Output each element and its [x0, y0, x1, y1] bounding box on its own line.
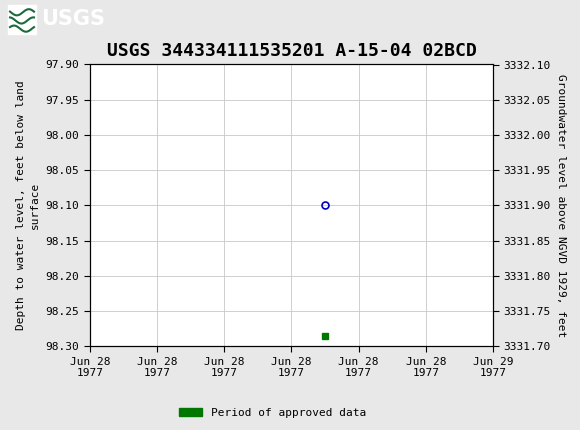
Y-axis label: Groundwater level above NGVD 1929, feet: Groundwater level above NGVD 1929, feet: [556, 74, 566, 337]
Legend: Period of approved data: Period of approved data: [175, 403, 370, 422]
Title: USGS 344334111535201 A-15-04 02BCD: USGS 344334111535201 A-15-04 02BCD: [107, 42, 476, 60]
Bar: [8, 5, 36, 34]
Y-axis label: Depth to water level, feet below land
surface: Depth to water level, feet below land su…: [16, 80, 40, 330]
Text: USGS: USGS: [41, 9, 105, 29]
